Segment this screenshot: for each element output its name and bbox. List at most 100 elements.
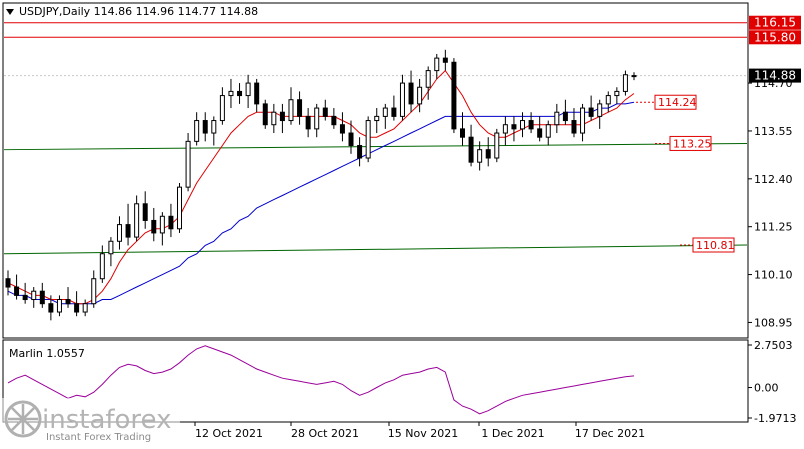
bull-candle-body bbox=[502, 124, 508, 134]
candle bbox=[434, 53, 440, 79]
candle bbox=[494, 128, 500, 163]
bear-candle-body bbox=[262, 103, 268, 126]
time-tick-label: 15 Nov 2021 bbox=[388, 427, 458, 440]
time-tick-label: 28 Oct 2021 bbox=[291, 427, 359, 440]
indicator-title: Marlin 1.0557 bbox=[9, 347, 85, 360]
candle bbox=[391, 95, 397, 121]
candle bbox=[142, 191, 148, 229]
time-axis[interactable]: 12 Oct 2021 28 Oct 2021 15 Nov 2021 1 Dec 2… bbox=[194, 422, 645, 440]
bear-candle-body bbox=[74, 303, 80, 313]
bear-candle-body bbox=[305, 115, 311, 130]
candle bbox=[322, 99, 328, 121]
candle bbox=[228, 78, 234, 109]
inline-level-labels: 114.24 113.25 110.81 bbox=[636, 94, 735, 253]
bear-candle-body bbox=[237, 90, 243, 97]
candle bbox=[91, 270, 97, 308]
bear-candle-body bbox=[511, 124, 517, 130]
candle bbox=[116, 216, 122, 250]
candle bbox=[202, 112, 208, 142]
price-badge-114.88: 114.88 bbox=[749, 68, 801, 83]
indicator-tick-label: 0.00 bbox=[754, 382, 779, 395]
candle bbox=[502, 116, 508, 146]
candle bbox=[622, 70, 628, 96]
trend-line-1 bbox=[3, 142, 748, 151]
badge-label: 114.88 bbox=[754, 69, 796, 83]
indicator-axis: 2.7503 0.00 -1.9713 bbox=[748, 339, 796, 425]
candle bbox=[99, 245, 105, 283]
price-tick-label: 111.25 bbox=[754, 221, 793, 234]
bear-candle-body bbox=[279, 111, 285, 122]
bear-candle-body bbox=[537, 128, 543, 138]
triangle-down-icon[interactable] bbox=[6, 9, 14, 15]
candle bbox=[262, 99, 268, 129]
candle bbox=[74, 291, 80, 317]
candle bbox=[511, 116, 517, 142]
price-pane-frame bbox=[2, 2, 749, 339]
candle bbox=[48, 295, 54, 321]
bull-candle-body bbox=[177, 186, 183, 230]
candle bbox=[297, 91, 303, 125]
bull-candle-body bbox=[631, 75, 637, 78]
watermark-brand: instaforex bbox=[42, 405, 171, 435]
candle bbox=[254, 78, 260, 113]
candle bbox=[288, 87, 294, 125]
trend-line-2 bbox=[3, 244, 748, 255]
inline-label-114.24: 114.24 bbox=[636, 94, 697, 110]
marlin-line bbox=[7, 345, 635, 415]
time-tick-label: 1 Dec 2021 bbox=[481, 427, 544, 440]
candle bbox=[580, 103, 586, 142]
candle bbox=[314, 103, 320, 138]
price-tick-label: 108.95 bbox=[754, 316, 793, 329]
bull-candle-body bbox=[185, 140, 191, 188]
instaforex-logo-icon bbox=[4, 400, 42, 438]
horizontal-levels bbox=[4, 22, 747, 77]
bull-candle-body bbox=[82, 303, 88, 313]
candle bbox=[82, 299, 88, 317]
inline-label-110.81: 110.81 bbox=[680, 237, 735, 253]
candle bbox=[554, 103, 560, 134]
bull-candle-body bbox=[219, 95, 225, 122]
candle bbox=[151, 207, 157, 242]
candle bbox=[5, 270, 11, 296]
bull-candle-body bbox=[622, 74, 628, 92]
bear-candle-body bbox=[348, 132, 354, 147]
candle bbox=[631, 72, 637, 81]
bear-candle-body bbox=[357, 145, 363, 159]
bull-candle-body bbox=[477, 149, 483, 163]
bear-candle-body bbox=[22, 294, 28, 301]
candle bbox=[425, 66, 431, 100]
bear-candle-body bbox=[125, 224, 131, 238]
candle bbox=[528, 112, 534, 134]
bull-candle-body bbox=[520, 120, 526, 130]
bull-candle-body bbox=[99, 253, 105, 280]
candle bbox=[442, 49, 448, 71]
candle bbox=[520, 112, 526, 138]
bull-candle-body bbox=[116, 224, 122, 242]
candle bbox=[357, 137, 363, 167]
inline-label-text: 114.24 bbox=[658, 96, 697, 109]
bull-candle-body bbox=[159, 215, 165, 234]
instaforex-watermark: instaforex Instant Forex Trading bbox=[0, 398, 180, 445]
bear-candle-body bbox=[485, 149, 491, 159]
candle bbox=[348, 120, 354, 154]
bear-candle-body bbox=[339, 124, 345, 134]
candle bbox=[339, 112, 345, 142]
indicator-tick-label: -1.9713 bbox=[754, 412, 796, 425]
candle bbox=[537, 116, 543, 142]
bull-candle-body bbox=[374, 115, 380, 122]
bull-candle-body bbox=[108, 240, 114, 255]
inline-label-text: 110.81 bbox=[696, 239, 735, 252]
bear-candle-body bbox=[331, 115, 337, 126]
inline-label-box bbox=[692, 237, 735, 253]
candle bbox=[134, 195, 140, 242]
bear-candle-body bbox=[468, 136, 474, 163]
bull-candle-body bbox=[271, 111, 277, 126]
bear-candle-body bbox=[442, 57, 448, 63]
price-badge-116.15: 116.15 bbox=[749, 15, 801, 30]
candle bbox=[219, 87, 225, 125]
bear-candle-body bbox=[297, 99, 303, 117]
candle bbox=[365, 116, 371, 163]
